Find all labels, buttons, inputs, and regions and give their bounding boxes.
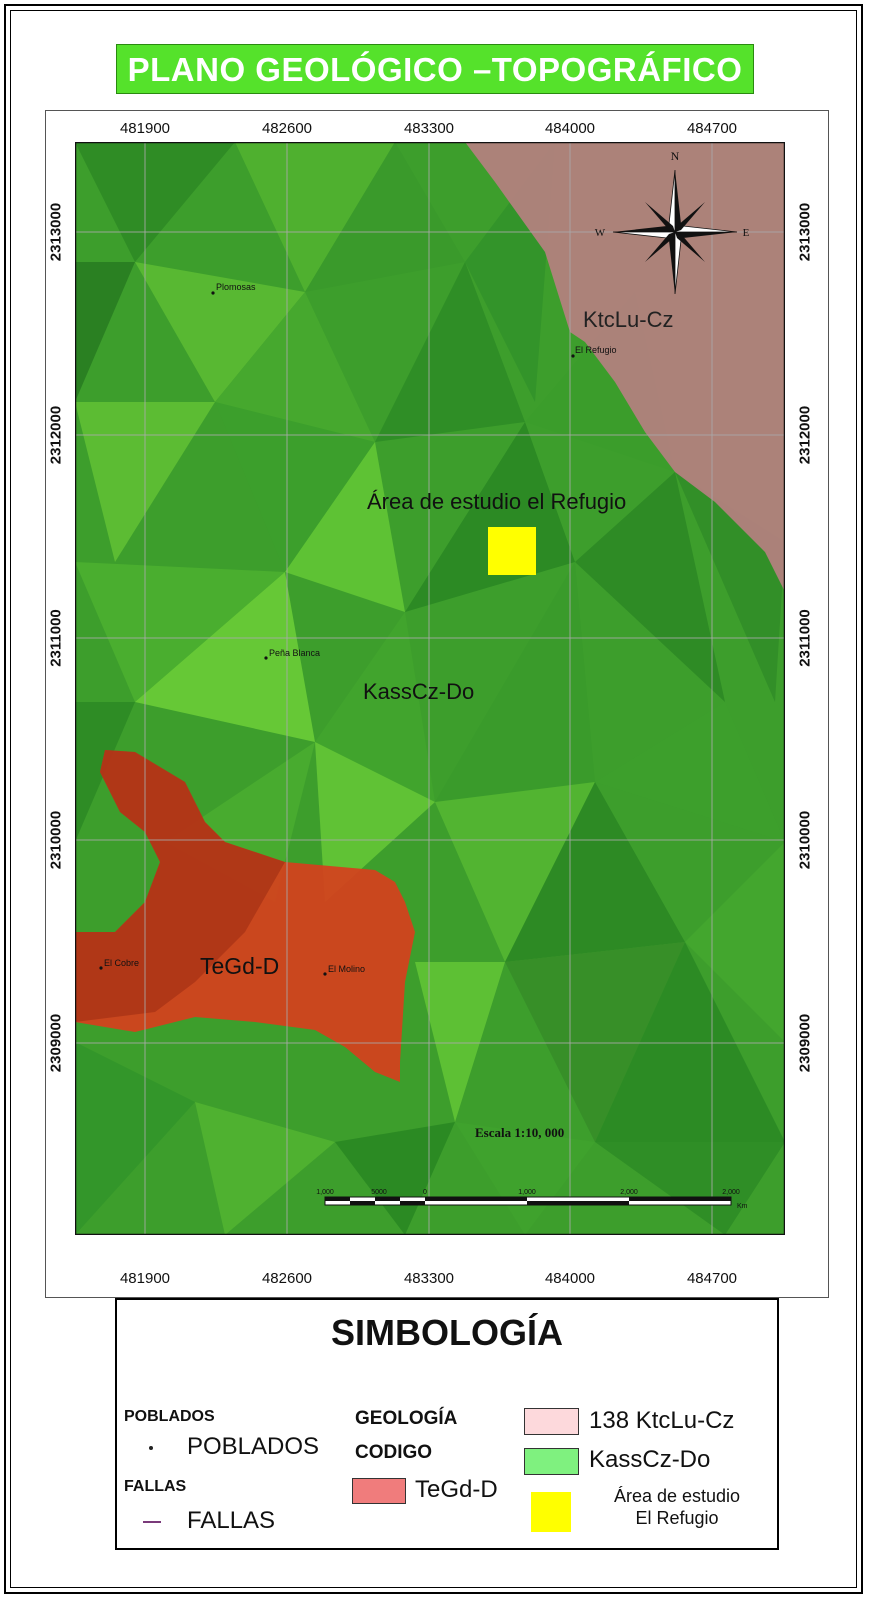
map-title: PLANO GEOLÓGICO –TOPOGRÁFICO bbox=[116, 44, 754, 94]
unit-label-ktclu: KtcLu-Cz bbox=[583, 307, 673, 332]
y-tick-left-4-label: 2310000 bbox=[47, 810, 65, 870]
swatch-kasscz bbox=[524, 1448, 579, 1475]
legend-geologia-header: GEOLOGÍA bbox=[355, 1408, 458, 1429]
y-tick-right-5-label: 2309000 bbox=[796, 1013, 814, 1073]
scalebar-label-2: 5000 bbox=[371, 1189, 387, 1196]
y-tick-left-1-label: 2313000 bbox=[47, 202, 65, 262]
y-tick-left-2-label: 2312000 bbox=[47, 405, 65, 465]
place-label-pena-blanca: Peña Blanca bbox=[269, 648, 320, 658]
x-tick-top-4: 484000 bbox=[544, 120, 596, 137]
swatch-study-area bbox=[531, 1492, 571, 1532]
place-dot-el-molino bbox=[323, 972, 327, 976]
place-label-plomosas: Plomosas bbox=[216, 282, 256, 292]
legend-study-area-line2: El Refugio bbox=[635, 1508, 719, 1528]
y-tick-right-3-label: 2311000 bbox=[796, 609, 814, 667]
compass-rose-icon bbox=[612, 169, 738, 295]
scale-text: Escala 1:10, 000 bbox=[475, 1125, 564, 1140]
place-dot-el-cobre bbox=[99, 966, 103, 970]
legend-ktclu: 138 KtcLu-Cz bbox=[589, 1407, 735, 1434]
x-tick-bottom-4: 484000 bbox=[544, 1270, 596, 1287]
study-area-marker[interactable] bbox=[488, 527, 536, 575]
place-dot-plomosas bbox=[211, 291, 215, 295]
place-dot-pena-blanca bbox=[264, 656, 268, 660]
x-tick-bottom-1: 481900 bbox=[119, 1270, 171, 1287]
place-label-el-molino: El Molino bbox=[328, 964, 365, 974]
place-label-el-refugio: El Refugio bbox=[575, 345, 617, 355]
y-tick-right-2-label: 2312000 bbox=[796, 405, 814, 465]
legend-title: SIMBOLOGÍA bbox=[331, 1312, 563, 1353]
legend-poblados-item: POBLADOS bbox=[187, 1433, 320, 1460]
study-area-label: Área de estudio el Refugio bbox=[367, 489, 626, 514]
legend-study-area-line1: Área de estudio bbox=[613, 1486, 741, 1506]
scalebar-label-5: 2,000 bbox=[620, 1189, 638, 1196]
legend-fallas-header: FALLAS bbox=[124, 1478, 187, 1495]
swatch-tegd bbox=[352, 1478, 406, 1504]
x-tick-bottom-2: 482600 bbox=[261, 1270, 313, 1287]
legend-tegd: TeGd-D bbox=[415, 1476, 498, 1503]
tegd-dark-lobe bbox=[75, 750, 285, 1022]
scalebar-label-3: 0 bbox=[423, 1189, 427, 1196]
y-tick-right-1-label: 2313000 bbox=[796, 202, 814, 262]
legend: SIMBOLOGÍA POBLADOS POBLADOS FALLAS FALL… bbox=[115, 1298, 779, 1550]
fault-line-icon bbox=[143, 1521, 161, 1523]
legend-codigo-header: CODIGO bbox=[355, 1442, 433, 1463]
place-dot-el-refugio bbox=[571, 354, 575, 358]
x-tick-top-3: 483300 bbox=[403, 120, 455, 137]
y-tick-left-3-label: 2311000 bbox=[47, 609, 65, 667]
x-tick-top-2: 482600 bbox=[261, 120, 313, 137]
legend-fallas-item: FALLAS bbox=[187, 1507, 276, 1534]
scale-bar-labels: 1,000 5000 0 1,000 2,000 2,000 Km bbox=[316, 1189, 747, 1210]
poblado-dot-icon bbox=[149, 1446, 153, 1450]
x-tick-bottom-3: 483300 bbox=[403, 1270, 455, 1287]
scalebar-label-1: 1,000 bbox=[316, 1189, 334, 1196]
geologic-map[interactable]: KtcLu-Cz Área de estudio el Refugio Kass… bbox=[75, 142, 785, 1235]
legend-poblados-header: POBLADOS bbox=[124, 1408, 215, 1425]
scalebar-label-4: 1,000 bbox=[518, 1189, 536, 1196]
unit-label-tegd: TeGd-D bbox=[200, 953, 279, 979]
unit-label-kasscz: KassCz-Do bbox=[363, 679, 474, 704]
legend-kasscz: KassCz-Do bbox=[589, 1446, 711, 1473]
compass-w: W bbox=[595, 227, 606, 239]
x-tick-bottom-5: 484700 bbox=[686, 1270, 738, 1287]
ktclu-unit[interactable] bbox=[465, 142, 785, 592]
place-label-el-cobre: El Cobre bbox=[104, 958, 139, 968]
scalebar-unit: Km bbox=[737, 1203, 748, 1210]
scale-bar bbox=[324, 1196, 732, 1206]
x-tick-top-5: 484700 bbox=[686, 120, 738, 137]
compass-n: N bbox=[671, 149, 680, 163]
outer-frame bbox=[4, 4, 863, 1594]
compass-e: E bbox=[743, 227, 750, 239]
inner-frame bbox=[10, 10, 857, 1588]
y-tick-left-5-label: 2309000 bbox=[47, 1013, 65, 1073]
scalebar-label-6: 2,000 bbox=[722, 1189, 740, 1196]
map-grid bbox=[75, 142, 785, 1235]
swatch-ktclu bbox=[524, 1408, 579, 1435]
y-tick-right-4-label: 2310000 bbox=[796, 810, 814, 870]
x-tick-top-1: 481900 bbox=[119, 120, 171, 137]
